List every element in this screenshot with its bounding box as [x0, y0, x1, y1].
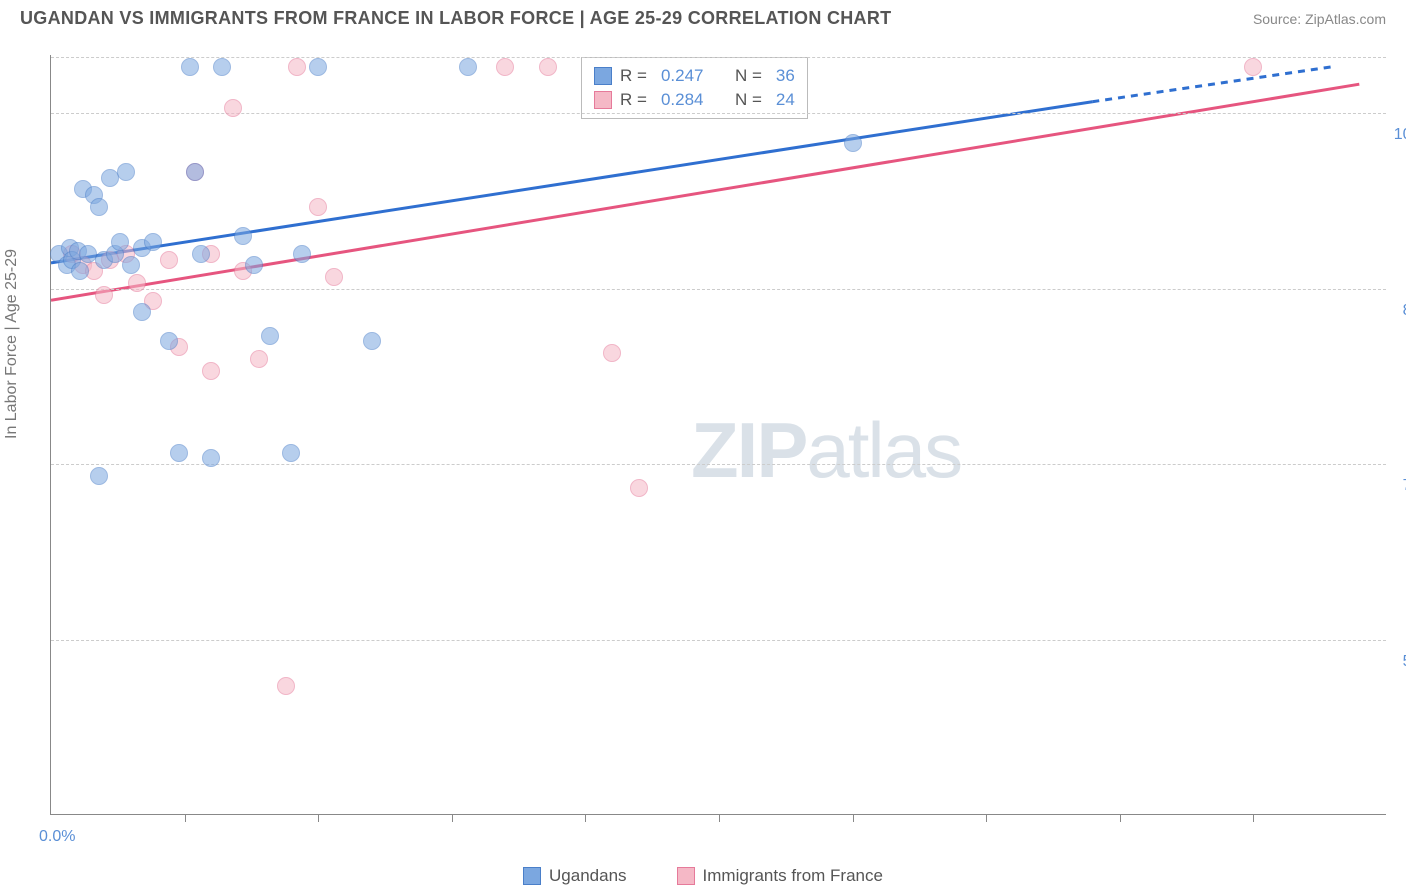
data-point [186, 163, 204, 181]
x-tick [986, 814, 987, 822]
correlation-legend: R = 0.247 N = 36 R = 0.284 N = 24 [581, 57, 808, 119]
data-point [245, 256, 263, 274]
data-point [1244, 58, 1262, 76]
x-tick [585, 814, 586, 822]
data-point [261, 327, 279, 345]
data-point [325, 268, 343, 286]
data-point [160, 251, 178, 269]
data-point [202, 362, 220, 380]
data-point [133, 303, 151, 321]
x-tick [185, 814, 186, 822]
x-tick-start: 0.0% [39, 828, 75, 846]
r-label: R = [620, 66, 647, 86]
data-point [111, 233, 129, 251]
chart-source: Source: ZipAtlas.com [1253, 11, 1386, 27]
data-point [309, 58, 327, 76]
data-point [192, 245, 210, 263]
legend-label-blue: Ugandans [549, 866, 627, 886]
data-point [95, 286, 113, 304]
grid-line-h [51, 464, 1386, 465]
y-tick-label: 70.0% [1393, 477, 1406, 495]
chart-header: UGANDAN VS IMMIGRANTS FROM FRANCE IN LAB… [0, 0, 1406, 34]
x-tick [853, 814, 854, 822]
data-point [288, 58, 306, 76]
data-point [160, 332, 178, 350]
data-point [90, 467, 108, 485]
data-point [309, 198, 327, 216]
data-point [90, 198, 108, 216]
chart-title: UGANDAN VS IMMIGRANTS FROM FRANCE IN LAB… [20, 8, 891, 29]
data-point [213, 58, 231, 76]
x-tick [1120, 814, 1121, 822]
watermark-zip: ZIP [691, 406, 806, 494]
data-point [181, 58, 199, 76]
data-point [277, 677, 295, 695]
r-value-pink: 0.284 [661, 90, 704, 110]
x-tick [318, 814, 319, 822]
corr-row-blue: R = 0.247 N = 36 [594, 64, 795, 88]
data-point [224, 99, 242, 117]
swatch-pink [677, 867, 695, 885]
data-point [844, 134, 862, 152]
x-tick [719, 814, 720, 822]
data-point [630, 479, 648, 497]
data-point [363, 332, 381, 350]
trend-line [1092, 67, 1332, 102]
data-point [603, 344, 621, 362]
data-point [117, 163, 135, 181]
grid-line-h [51, 57, 1386, 58]
x-tick [452, 814, 453, 822]
data-point [250, 350, 268, 368]
n-value-pink: 24 [776, 90, 795, 110]
data-point [459, 58, 477, 76]
data-point [144, 233, 162, 251]
data-point [122, 256, 140, 274]
legend-label-pink: Immigrants from France [703, 866, 883, 886]
watermark-atlas: atlas [806, 406, 961, 494]
y-axis-label: In Labor Force | Age 25-29 [3, 249, 21, 439]
data-point [202, 449, 220, 467]
y-tick-label: 85.0% [1393, 302, 1406, 320]
swatch-blue [523, 867, 541, 885]
data-point [71, 262, 89, 280]
watermark: ZIPatlas [691, 405, 961, 496]
chart-plot-area: ZIPatlas R = 0.247 N = 36 R = 0.284 N = … [50, 55, 1386, 815]
grid-line-h [51, 113, 1386, 114]
y-tick-label: 55.0% [1393, 653, 1406, 671]
r-value-blue: 0.247 [661, 66, 704, 86]
n-label: N = [735, 66, 762, 86]
trend-line [51, 102, 1092, 263]
data-point [170, 444, 188, 462]
swatch-pink [594, 91, 612, 109]
data-point [539, 58, 557, 76]
n-label: N = [735, 90, 762, 110]
swatch-blue [594, 67, 612, 85]
grid-line-h [51, 640, 1386, 641]
grid-line-h [51, 289, 1386, 290]
data-point [496, 58, 514, 76]
x-tick [1253, 814, 1254, 822]
data-point [282, 444, 300, 462]
data-point [293, 245, 311, 263]
y-tick-label: 100.0% [1393, 126, 1406, 144]
r-label: R = [620, 90, 647, 110]
n-value-blue: 36 [776, 66, 795, 86]
legend-item-blue: Ugandans [523, 866, 627, 886]
legend-item-pink: Immigrants from France [677, 866, 883, 886]
corr-row-pink: R = 0.284 N = 24 [594, 88, 795, 112]
series-legend: Ugandans Immigrants from France [0, 866, 1406, 886]
data-point [128, 274, 146, 292]
trend-lines-svg [51, 55, 1386, 814]
data-point [234, 227, 252, 245]
